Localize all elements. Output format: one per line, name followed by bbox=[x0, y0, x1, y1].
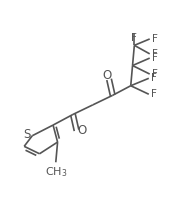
Text: F: F bbox=[152, 69, 158, 79]
Text: F: F bbox=[131, 33, 137, 43]
Text: O: O bbox=[103, 69, 112, 82]
Text: F: F bbox=[152, 34, 158, 44]
Text: F: F bbox=[151, 73, 157, 83]
Text: F: F bbox=[152, 49, 158, 59]
Text: CH$_3$: CH$_3$ bbox=[46, 165, 68, 179]
Text: S: S bbox=[23, 128, 31, 141]
Text: F: F bbox=[151, 89, 157, 99]
Text: O: O bbox=[77, 124, 86, 137]
Text: F: F bbox=[152, 53, 158, 63]
